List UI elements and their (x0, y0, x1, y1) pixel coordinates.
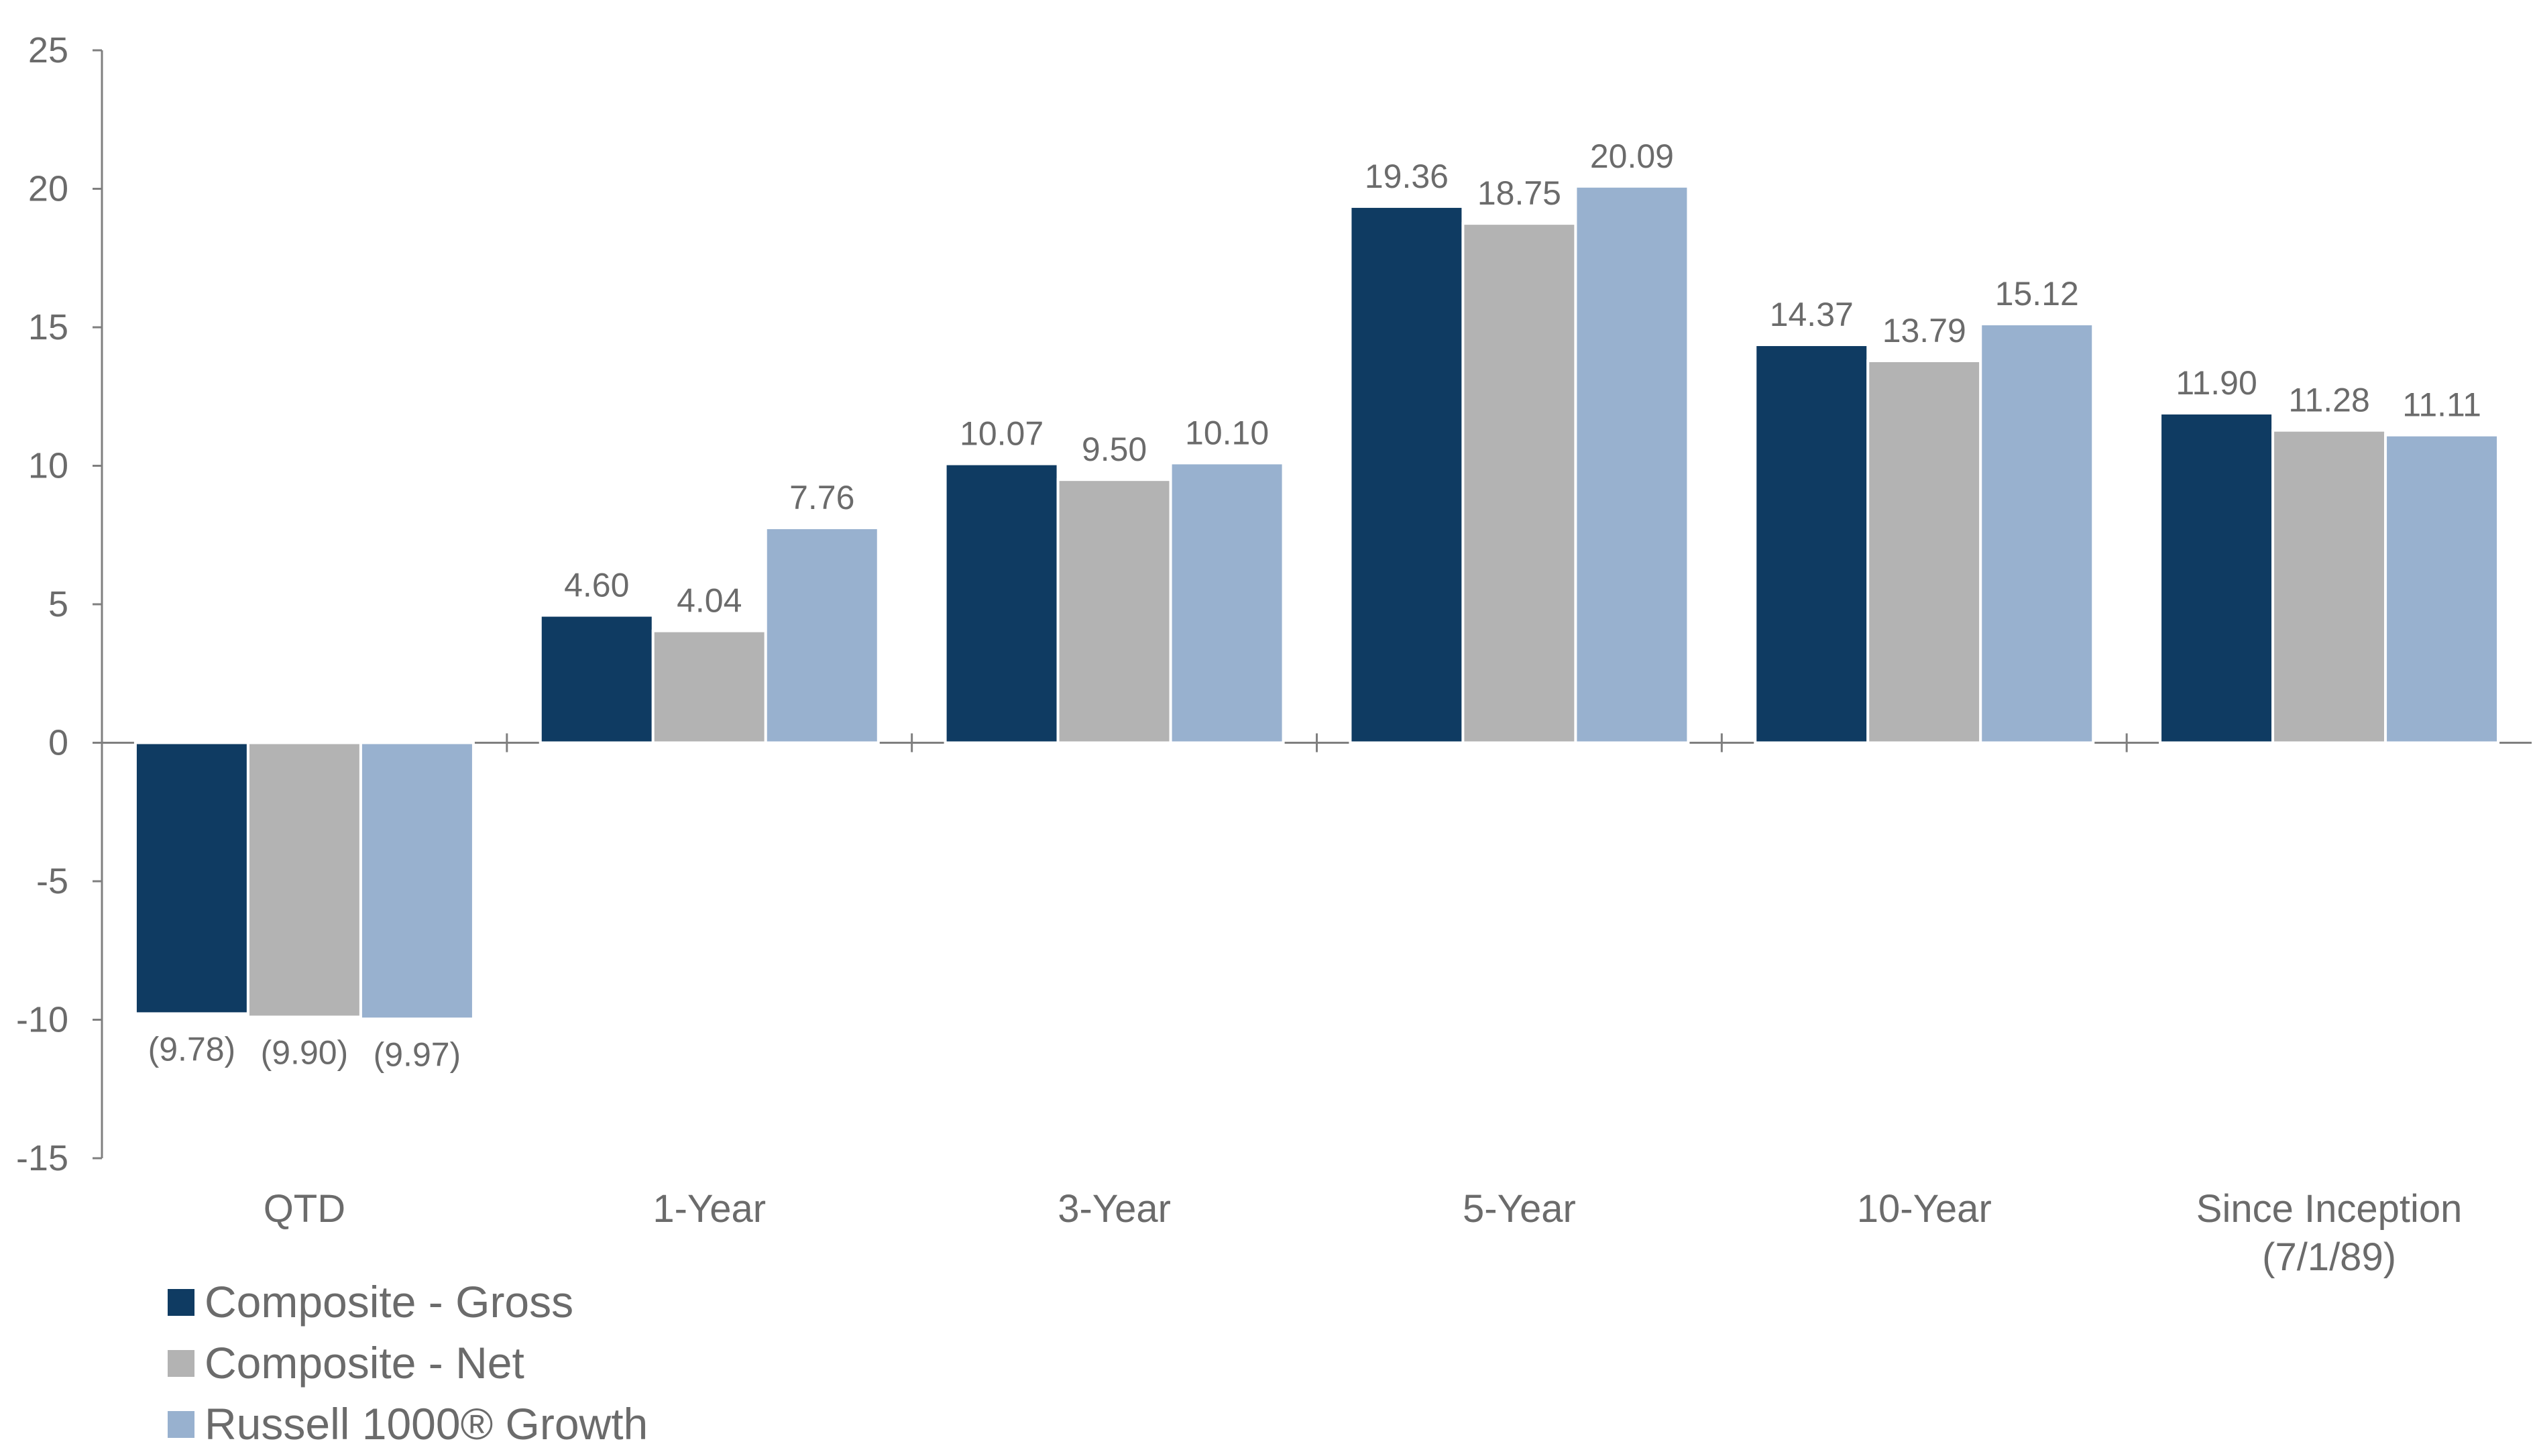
data-label: 9.50 (1082, 431, 1147, 468)
y-tick-label: 5 (48, 584, 68, 624)
data-label: 11.28 (2288, 382, 2369, 419)
x-tick-label: 10-Year (1857, 1187, 1992, 1231)
bar (1169, 461, 1285, 744)
legend-label: Composite - Net (205, 1338, 524, 1388)
data-label: 15.12 (1995, 275, 2079, 313)
data-label: 11.90 (2176, 364, 2257, 402)
bar (246, 741, 362, 1019)
y-tick-label: 0 (48, 723, 68, 763)
data-label: 7.76 (789, 479, 854, 516)
legend-swatch (168, 1350, 194, 1377)
bar (1866, 359, 1982, 744)
bar (1574, 184, 1690, 744)
chart-legend: Composite - Gross Composite - Net Russell … (168, 1277, 648, 1449)
legend-label: Composite - Gross (205, 1277, 573, 1327)
bar (1754, 343, 1870, 744)
bar (764, 526, 880, 744)
bar (2159, 412, 2275, 744)
data-label: 13.79 (1882, 312, 1966, 349)
data-label: 19.36 (1365, 158, 1449, 195)
data-label: (9.78) (148, 1030, 236, 1068)
bar (2271, 429, 2387, 744)
bar (133, 741, 249, 1015)
y-tick-label: 25 (28, 30, 68, 70)
x-tick-label: (7/1/89) (2262, 1235, 2396, 1279)
bar (1056, 478, 1172, 744)
x-tick-label: QTD (264, 1187, 345, 1231)
data-label: 18.75 (1477, 174, 1561, 212)
legend-swatch (168, 1411, 194, 1438)
x-tick-label: Since Inception (2196, 1187, 2463, 1231)
legend-label: Russell 1000® Growth (205, 1399, 648, 1449)
bar (1461, 222, 1577, 744)
bar (1979, 323, 2095, 744)
data-label: 4.04 (677, 582, 742, 620)
data-label: 10.07 (960, 415, 1044, 453)
legend-swatch (168, 1289, 194, 1316)
y-tick-label: -15 (16, 1138, 68, 1178)
bar (651, 629, 767, 744)
x-tick-label: 1-Year (653, 1187, 766, 1231)
data-label: 4.60 (564, 567, 629, 604)
data-label: (9.97) (374, 1035, 461, 1073)
data-labels: (9.78) 4.60 10.07 19.36 14.37 11.90 (9.90) 4.04… (148, 137, 2481, 1073)
x-tick-label: 3-Year (1058, 1187, 1171, 1231)
x-tick-label: 5-Year (1463, 1187, 1576, 1231)
chart-bars (133, 184, 2500, 1021)
data-label: 14.37 (1770, 296, 1854, 333)
bar (944, 462, 1060, 744)
data-label: (9.90) (261, 1033, 349, 1071)
bar (539, 614, 655, 744)
chart-axes: -15 -10 -5 0 5 10 15 20 25 QTD 1-Year 3-Year 5-Year 1… (16, 30, 2532, 1279)
data-label: 20.09 (1590, 137, 1674, 175)
y-tick-label: 20 (28, 169, 68, 209)
y-tick-label: -10 (16, 1000, 68, 1040)
y-tick-label: -5 (36, 861, 68, 901)
y-tick-label: 10 (28, 446, 68, 486)
bar (1349, 205, 1465, 744)
bar (359, 741, 475, 1021)
y-tick-label: 15 (28, 307, 68, 347)
data-label: 11.11 (2402, 386, 2481, 424)
data-label: 10.10 (1185, 414, 1269, 451)
bar (2384, 433, 2500, 744)
